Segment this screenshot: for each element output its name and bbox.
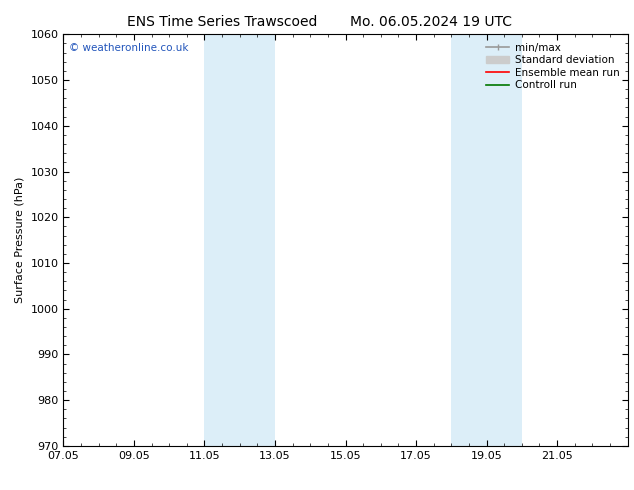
Text: ENS Time Series Trawscoed: ENS Time Series Trawscoed: [127, 15, 317, 29]
Legend: min/max, Standard deviation, Ensemble mean run, Controll run: min/max, Standard deviation, Ensemble me…: [483, 40, 623, 94]
Y-axis label: Surface Pressure (hPa): Surface Pressure (hPa): [15, 177, 25, 303]
Text: Mo. 06.05.2024 19 UTC: Mo. 06.05.2024 19 UTC: [350, 15, 512, 29]
Bar: [204, 34, 275, 446]
Bar: [451, 34, 522, 446]
Text: © weatheronline.co.uk: © weatheronline.co.uk: [69, 43, 188, 52]
